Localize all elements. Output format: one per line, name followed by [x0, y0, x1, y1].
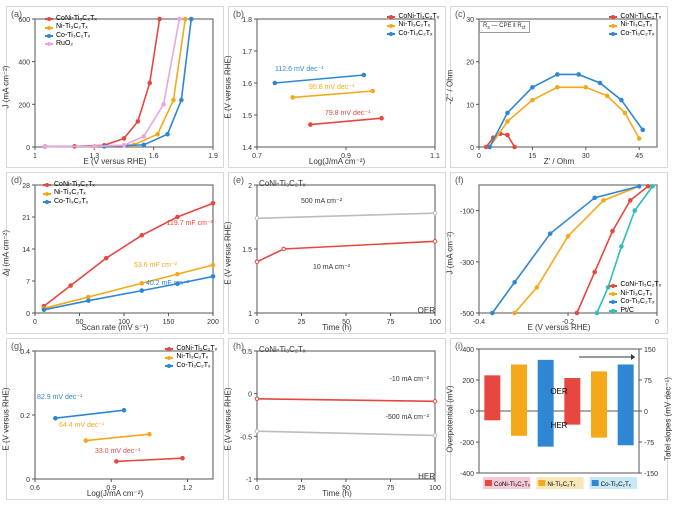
panel-a: (a) J (mA cm⁻²) E (V versus RHE) CoNi-Ti…: [6, 6, 224, 168]
svg-text:400: 400: [462, 347, 474, 354]
svg-text:1.6: 1.6: [149, 153, 159, 160]
svg-text:1.1: 1.1: [430, 153, 440, 160]
svg-text:20: 20: [466, 60, 474, 67]
svg-text:150: 150: [163, 319, 175, 326]
panel-b: (b) E (V versus RHE) Log(J/mA cm⁻²) CoNi…: [228, 6, 446, 168]
svg-text:0: 0: [26, 477, 30, 484]
svg-text:30: 30: [582, 153, 590, 160]
svg-text:-0.5: -0.5: [240, 434, 252, 441]
svg-text:75: 75: [387, 485, 395, 492]
svg-text:30: 30: [466, 17, 474, 24]
legend-g: CoNi-Ti₃C₂Tₓ Ni-Ti₃C₂Tₓ Co-Ti₃C₂Tₓ: [165, 345, 217, 370]
svg-text:-1: -1: [246, 477, 252, 484]
circuit-inset: Rs — CPE ‖ Rct: [479, 21, 530, 33]
svg-text:0.2: 0.2: [20, 413, 30, 420]
svg-text:0: 0: [26, 145, 30, 152]
panel-h: (h) E (V versus RHE) Time (h) CoNi-Ti₃C₂…: [228, 338, 446, 500]
svg-text:HER: HER: [551, 421, 568, 430]
svg-text:0: 0: [470, 409, 474, 416]
svg-text:0: 0: [255, 319, 259, 326]
chart-a: 11.31.61.90200400600: [7, 7, 223, 167]
svg-text:200: 200: [18, 102, 30, 109]
svg-text:10: 10: [466, 102, 474, 109]
svg-text:150: 150: [644, 347, 656, 354]
svg-text:200: 200: [207, 319, 219, 326]
svg-text:1: 1: [33, 153, 37, 160]
ylabel: J (mA cm⁻²): [2, 66, 11, 109]
svg-text:0: 0: [248, 392, 252, 399]
svg-text:0: 0: [26, 311, 30, 318]
svg-text:100: 100: [429, 319, 441, 326]
svg-text:-400: -400: [460, 471, 474, 478]
svg-text:1.5: 1.5: [242, 113, 252, 120]
svg-text:-0.4: -0.4: [473, 319, 485, 326]
svg-text:-200: -200: [460, 440, 474, 447]
legend-d: CoNi-Ti₃C₂Tₓ Ni-Ti₃C₂Tₓ Co-Ti₃C₂Tₓ: [43, 181, 95, 206]
svg-text:OER: OER: [550, 387, 568, 396]
legend-f: CoNi-Ti₃C₂Tₓ Ni-Ti₃C₂Tₓ Co-Ti₃C₂Tₓ Pt/C: [609, 281, 661, 315]
svg-text:Co-Ti₃C₂Tₓ: Co-Ti₃C₂Tₓ: [601, 481, 632, 488]
svg-text:-500: -500: [460, 311, 474, 318]
svg-text:28: 28: [22, 183, 30, 190]
svg-text:0: 0: [255, 485, 259, 492]
svg-text:1.5: 1.5: [242, 247, 252, 254]
svg-text:0: 0: [33, 319, 37, 326]
xlabel: E (V versus RHE): [83, 157, 146, 166]
svg-text:0: 0: [644, 409, 648, 416]
panel-e: (e) E (V versus RHE) Time (h) CoNi-Ti₃C₂…: [228, 172, 446, 334]
svg-text:-150: -150: [644, 471, 658, 478]
svg-text:200: 200: [462, 378, 474, 385]
svg-text:-75: -75: [644, 440, 654, 447]
svg-text:1.4: 1.4: [242, 145, 252, 152]
legend-a: CoNi-Ti₃C₂Tₓ Ni-Ti₃C₂Tₓ Co-Ti₃C₂Tₓ RuO₂: [45, 15, 97, 49]
svg-text:0.7: 0.7: [252, 153, 262, 160]
svg-text:21: 21: [22, 215, 30, 222]
svg-text:75: 75: [644, 378, 652, 385]
svg-text:7: 7: [26, 279, 30, 286]
svg-text:0: 0: [477, 153, 481, 160]
legend-b: CoNi-Ti₃C₂Tₓ Ni-Ti₃C₂Tₓ Co-Ti₃C₂Tₓ: [387, 13, 439, 38]
svg-text:2: 2: [248, 183, 252, 190]
svg-text:1.2: 1.2: [183, 485, 193, 492]
svg-text:400: 400: [18, 60, 30, 67]
svg-text:25: 25: [298, 485, 306, 492]
svg-text:1: 1: [248, 311, 252, 318]
svg-text:14: 14: [22, 247, 30, 254]
legend-c: CoNi-Ti₃C₂Tₓ Ni-Ti₃C₂Tₓ Co-Ti₃C₂Tₓ: [609, 13, 661, 38]
svg-text:Ni-Ti₃C₂Tₓ: Ni-Ti₃C₂Tₓ: [547, 481, 576, 488]
panel-d: (d) Δj (mA cm⁻²) Scan rate (mV s⁻¹) CoNi…: [6, 172, 224, 334]
chart-i: -400 -200 0 200 400 -150 -75 0 75 150 OER HER CoNi-T…: [451, 339, 667, 499]
svg-text:1.9: 1.9: [208, 153, 218, 160]
panel-c: (c) -Z'' / Ohm Z' / Ohm CoNi-Ti₃C₂Tₓ Ni-…: [450, 6, 668, 168]
svg-text:25: 25: [298, 319, 306, 326]
svg-text:100: 100: [429, 485, 441, 492]
svg-text:75: 75: [387, 319, 395, 326]
svg-text:15: 15: [529, 153, 537, 160]
svg-text:0.6: 0.6: [30, 485, 40, 492]
svg-text:1.6: 1.6: [242, 81, 252, 88]
chart-d: 05010015020007142128: [7, 173, 223, 333]
svg-text:CoNi-Ti₃C₂Tₓ: CoNi-Ti₃C₂Tₓ: [494, 481, 531, 488]
panel-tag: (a): [11, 9, 22, 19]
svg-text:1.7: 1.7: [242, 49, 252, 56]
panel-g: (g) E (V versus RHE) Log(J/mA cm⁻²) CoNi…: [6, 338, 224, 500]
panel-i: (i) Overpotential (mV) Tafel slopes (mV …: [450, 338, 668, 500]
svg-text:-100: -100: [460, 209, 474, 216]
svg-text:0: 0: [655, 319, 659, 326]
panel-f: (f) J (mA cm⁻²) E (V versus RHE) CoNi-Ti…: [450, 172, 668, 334]
svg-text:0: 0: [470, 145, 474, 152]
svg-text:45: 45: [635, 153, 643, 160]
svg-text:-300: -300: [460, 260, 474, 267]
